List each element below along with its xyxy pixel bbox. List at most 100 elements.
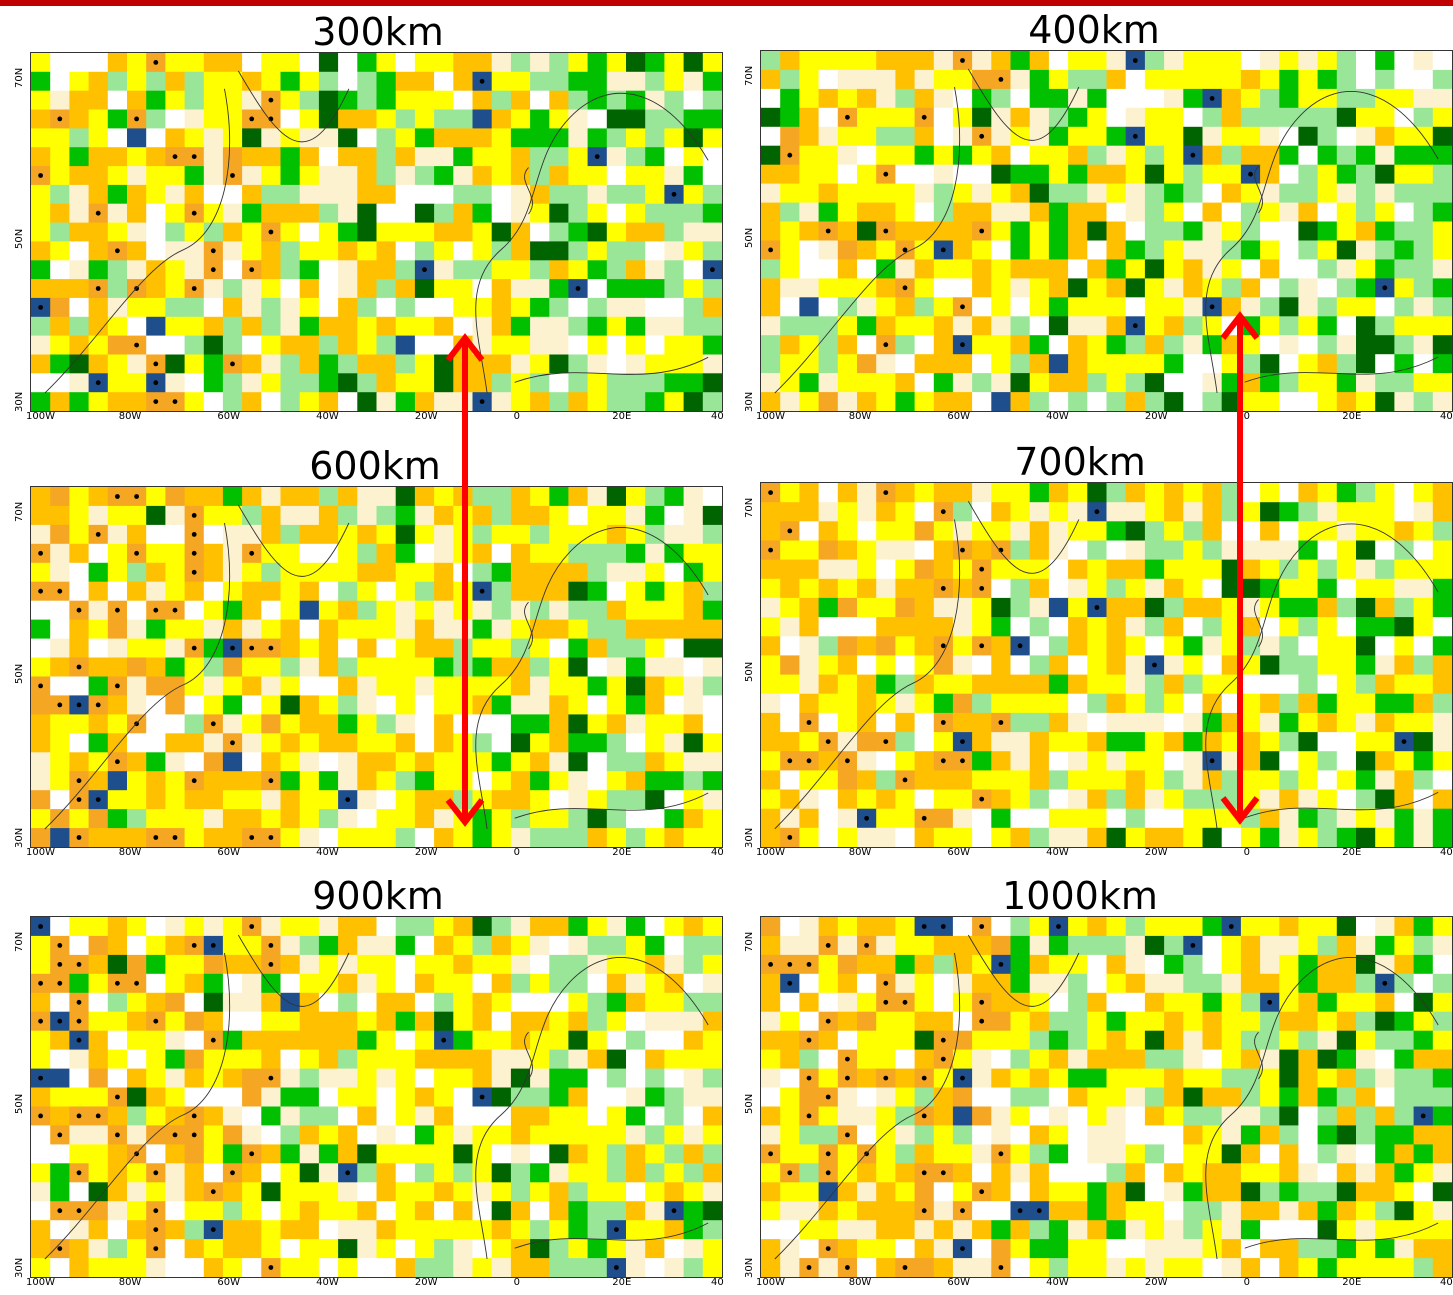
grid-cell [683,695,704,715]
grid-cell [837,1201,858,1221]
grid-cell [472,676,493,696]
grid-cell [1183,712,1204,733]
grid-cell [1125,1182,1146,1202]
grid-cell [991,1011,1012,1032]
map-panel-600km [30,486,723,848]
grid-cell [702,241,722,261]
lon-tick-label: 20W [414,1277,438,1288]
grid-cell [645,166,665,186]
grid-cell [1221,259,1242,279]
grid-cell [107,166,128,186]
grid-cell [434,917,454,937]
grid-cell [69,733,90,753]
grid-cell [1010,183,1031,204]
grid-cell [626,354,646,374]
grid-cell [184,354,205,374]
grid-cell [31,373,51,393]
grid-cell [165,619,186,640]
grid-cell [606,71,627,92]
grid-cell [338,184,358,205]
grid-cell [1221,597,1242,618]
grid-cell [606,992,627,1013]
grid-cell [952,917,973,937]
grid-cell [376,297,397,318]
grid-cell [606,619,627,640]
grid-cell [1260,693,1280,714]
grid-cell [376,335,397,355]
coastline [475,957,709,1260]
grid-cell [606,241,627,261]
grid-cell [491,695,512,715]
grid-cell [1356,1030,1376,1051]
grid-cell [1144,617,1165,637]
grid-cell [434,1239,454,1259]
significance-dot [76,1018,82,1024]
grid-cell [1279,259,1300,279]
grid-cell [587,241,608,261]
grid-cell [1183,1106,1204,1126]
grid-cell [1087,935,1108,956]
grid-cell [991,973,1012,994]
grid-cell [645,1144,665,1164]
grid-cell [1298,789,1319,810]
grid-cell [88,1011,109,1032]
grid-cell [972,164,992,185]
grid-cell [991,636,1012,657]
grid-cell [780,789,800,810]
grid-cell [1394,392,1415,411]
grid-cell [357,695,378,715]
grid-cell [127,241,147,261]
grid-cell [1375,107,1395,128]
grid-cell [184,954,205,975]
grid-cell [1394,1201,1415,1221]
grid-cell [702,935,722,956]
grid-cell [1106,992,1127,1013]
grid-cell [1240,540,1261,561]
grid-cell [530,752,550,772]
significance-dot [76,1170,82,1176]
grid-cell [818,1106,839,1126]
grid-cell [1087,297,1108,317]
significance-dot [710,267,715,273]
grid-cell [299,733,320,753]
grid-cell [222,316,243,337]
grid-cell [299,487,320,507]
lon-tick-label: 20E [612,1277,632,1288]
grid-cell [184,1049,205,1070]
grid-cell [50,676,70,696]
grid-cell [914,1182,935,1202]
grid-cell [1010,751,1031,771]
grid-cell [702,1182,722,1202]
grid-cell [645,1030,665,1051]
grid-cell [127,505,147,526]
grid-cell [203,954,224,975]
grid-cell [1087,1030,1108,1051]
grid-cell [299,619,320,640]
grid-cell [1010,1049,1031,1070]
significance-dot [902,1265,908,1270]
grid-cell [952,617,973,637]
grid-cell [31,147,51,167]
grid-cell [107,354,128,374]
grid-cell [395,676,416,696]
grid-cell [434,1144,454,1164]
grid-cell [1048,521,1069,542]
grid-cell [1144,202,1165,223]
grid-cell [1356,1106,1376,1126]
grid-cell [242,809,262,829]
grid-cell [568,809,589,829]
grid-cell [761,808,781,829]
grid-cell [1106,693,1127,714]
grid-cell [568,657,589,677]
grid-cell [434,260,454,280]
grid-cell [510,771,531,791]
grid-cell [1336,297,1357,317]
grid-cell [645,1106,665,1126]
grid-cell [683,752,704,772]
grid-cell [1356,278,1376,298]
grid-cell [261,1163,282,1183]
grid-cell [1279,1011,1300,1032]
grid-cell [1010,693,1031,714]
grid-cell [107,222,128,242]
lon-tick-label: 40W [1046,847,1069,858]
